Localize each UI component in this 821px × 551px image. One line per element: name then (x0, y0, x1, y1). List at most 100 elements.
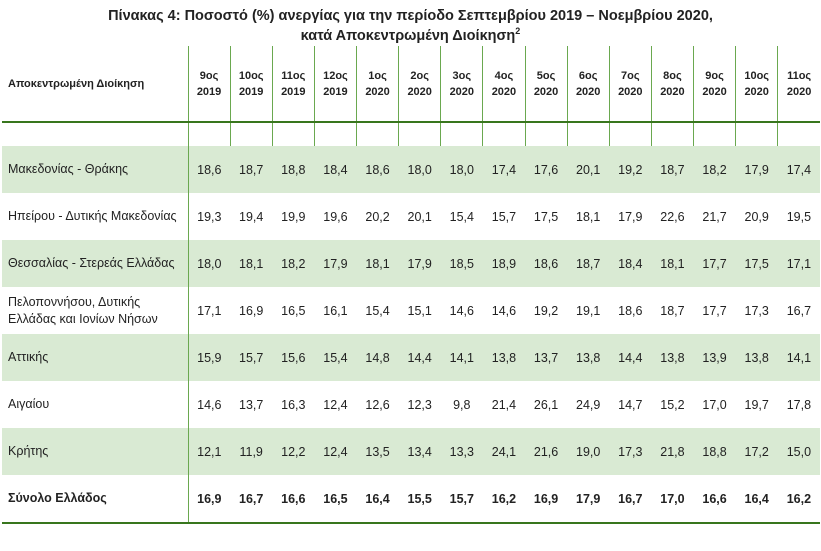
cell-value: 14,6 (491, 303, 517, 318)
column-month: 2ος (410, 69, 429, 82)
cell-value: 17,4 (482, 146, 525, 193)
cell-value: 18,7 (567, 240, 610, 287)
spacer-cell (271, 122, 315, 146)
spacer-cell (355, 122, 399, 146)
cell-value: 15,2 (660, 397, 685, 412)
data-row: Θεσσαλίας - Στερεάς Ελλάδας 18,0 18,1 18,2 1… (2, 240, 820, 287)
cell-value: 19,3 (187, 193, 231, 240)
cell-value: 14,1 (777, 334, 820, 381)
cell-value: 16,7 (230, 475, 273, 524)
column-month: 7ος (621, 69, 640, 82)
column-year: 2020 (786, 85, 812, 98)
cell-value: 20,1 (567, 146, 610, 193)
cell-value: 13,5 (356, 428, 399, 475)
cell-value: 18,2 (693, 146, 736, 193)
cell-value: 21,8 (651, 428, 694, 475)
table: Αποκεντρωμένη Διοίκηση 9ος 2019 10ος 2019 11ο… (2, 46, 820, 524)
data-row: Αιγαίου 14,6 13,7 16,3 12,4 12,6 12,3 9,8 21,4 26… (2, 381, 820, 428)
header-row: Αποκεντρωμένη Διοίκηση 9ος 2019 10ος 2019 11ο… (2, 46, 820, 122)
cell-value: 16,5 (281, 303, 306, 318)
spacer-cell (440, 122, 483, 146)
column-header: 11ος 2020 (778, 46, 820, 122)
cell-value: 17,9 (567, 475, 610, 524)
cell-value: 17,9 (398, 240, 441, 287)
column-year: 2020 (744, 85, 769, 98)
cell-value: 18,6 (618, 303, 643, 318)
cell-value: 16,4 (356, 475, 399, 524)
column-year: 2019 (238, 85, 264, 98)
row-label: Μακεδονίας - Θράκης (2, 146, 188, 193)
cell-value: 13,8 (482, 334, 525, 381)
column-year: 2020 (449, 85, 475, 98)
spacer-cell (608, 122, 652, 146)
cell-value: 21,6 (525, 428, 568, 475)
cell-value: 12,1 (187, 428, 231, 475)
cell-value: 18,0 (440, 146, 483, 193)
data-row: Κρήτης 12,1 11,9 12,2 12,4 13,5 13,4 13,3 24,1 21… (2, 428, 820, 475)
cell-value: 19,7 (744, 397, 769, 412)
cell-value: 13,3 (440, 428, 483, 475)
cell-value: 15,9 (187, 334, 231, 381)
cell-value: 16,7 (609, 475, 652, 524)
cell-value: 19,0 (567, 428, 610, 475)
column-month: 4ος (494, 69, 514, 82)
column-year: 2020 (702, 85, 727, 98)
cell-value: 12,4 (314, 428, 357, 475)
cell-value: 18,6 (356, 146, 399, 193)
cell-value: 21,4 (491, 397, 517, 412)
cell-value: 16,2 (482, 475, 525, 524)
cell-value: 16,9 (239, 303, 264, 318)
cell-value: 18,8 (272, 146, 315, 193)
spacer-cell (187, 122, 231, 146)
spacer-cell (2, 122, 188, 146)
cell-value: 15,4 (449, 209, 474, 224)
cell-value: 13,8 (567, 334, 610, 381)
cell-value: 17,3 (744, 303, 769, 318)
cell-value: 16,2 (777, 475, 820, 524)
spacer-row (2, 122, 820, 146)
cell-value: 22,6 (660, 209, 685, 224)
cell-value: 12,6 (365, 397, 390, 412)
cell-value: 11,9 (230, 428, 273, 475)
cell-value: 17,5 (533, 209, 559, 224)
cell-value: 17,9 (618, 209, 643, 224)
cell-value: 18,1 (651, 240, 694, 287)
cell-value: 12,3 (407, 397, 432, 412)
spacer-cell (229, 122, 273, 146)
cell-value: 18,7 (230, 146, 273, 193)
column-month: 9ος (705, 69, 724, 82)
cell-value: 16,1 (323, 303, 348, 318)
column-month: 10ος (238, 69, 264, 82)
cell-value: 26,1 (533, 397, 559, 412)
footnote-mark: 2 (515, 26, 521, 37)
cell-value: 19,5 (786, 209, 812, 224)
cell-value: 19,4 (239, 209, 264, 224)
cell-value: 17,5 (735, 240, 778, 287)
column-year: 2020 (660, 85, 685, 98)
cell-value: 18,0 (398, 146, 441, 193)
column-header: 1ος 2020 (356, 46, 400, 122)
column-header: 9ος 2020 (693, 46, 737, 122)
spacer-cell (777, 122, 820, 146)
cell-value: 17,2 (735, 428, 778, 475)
cell-value: 14,8 (356, 334, 399, 381)
column-year: 2019 (281, 85, 306, 98)
corner-header: Αποκεντρωμένη Διοίκηση (2, 46, 189, 122)
cell-value: 17,1 (777, 240, 820, 287)
cell-value: 17,9 (735, 146, 778, 193)
spacer-cell (482, 122, 525, 146)
column-year: 2020 (533, 85, 559, 98)
spacer-cell (650, 122, 694, 146)
cell-value: 14,1 (440, 334, 483, 381)
column-header: 8ος 2020 (651, 46, 695, 122)
cell-value: 18,1 (356, 240, 399, 287)
data-row: Αττικής 15,9 15,7 15,6 15,4 14,8 14,4 14,1 13,8 1… (2, 334, 820, 381)
column-header: 2ος 2020 (398, 46, 442, 122)
cell-value: 18,4 (609, 240, 652, 287)
cell-value: 18,1 (230, 240, 273, 287)
column-month: 5ος (536, 69, 556, 82)
cell-value: 18,5 (440, 240, 483, 287)
column-month: 12ος (323, 69, 348, 82)
cell-value: 16,6 (272, 475, 315, 524)
column-header: 5ος 2020 (525, 46, 568, 122)
